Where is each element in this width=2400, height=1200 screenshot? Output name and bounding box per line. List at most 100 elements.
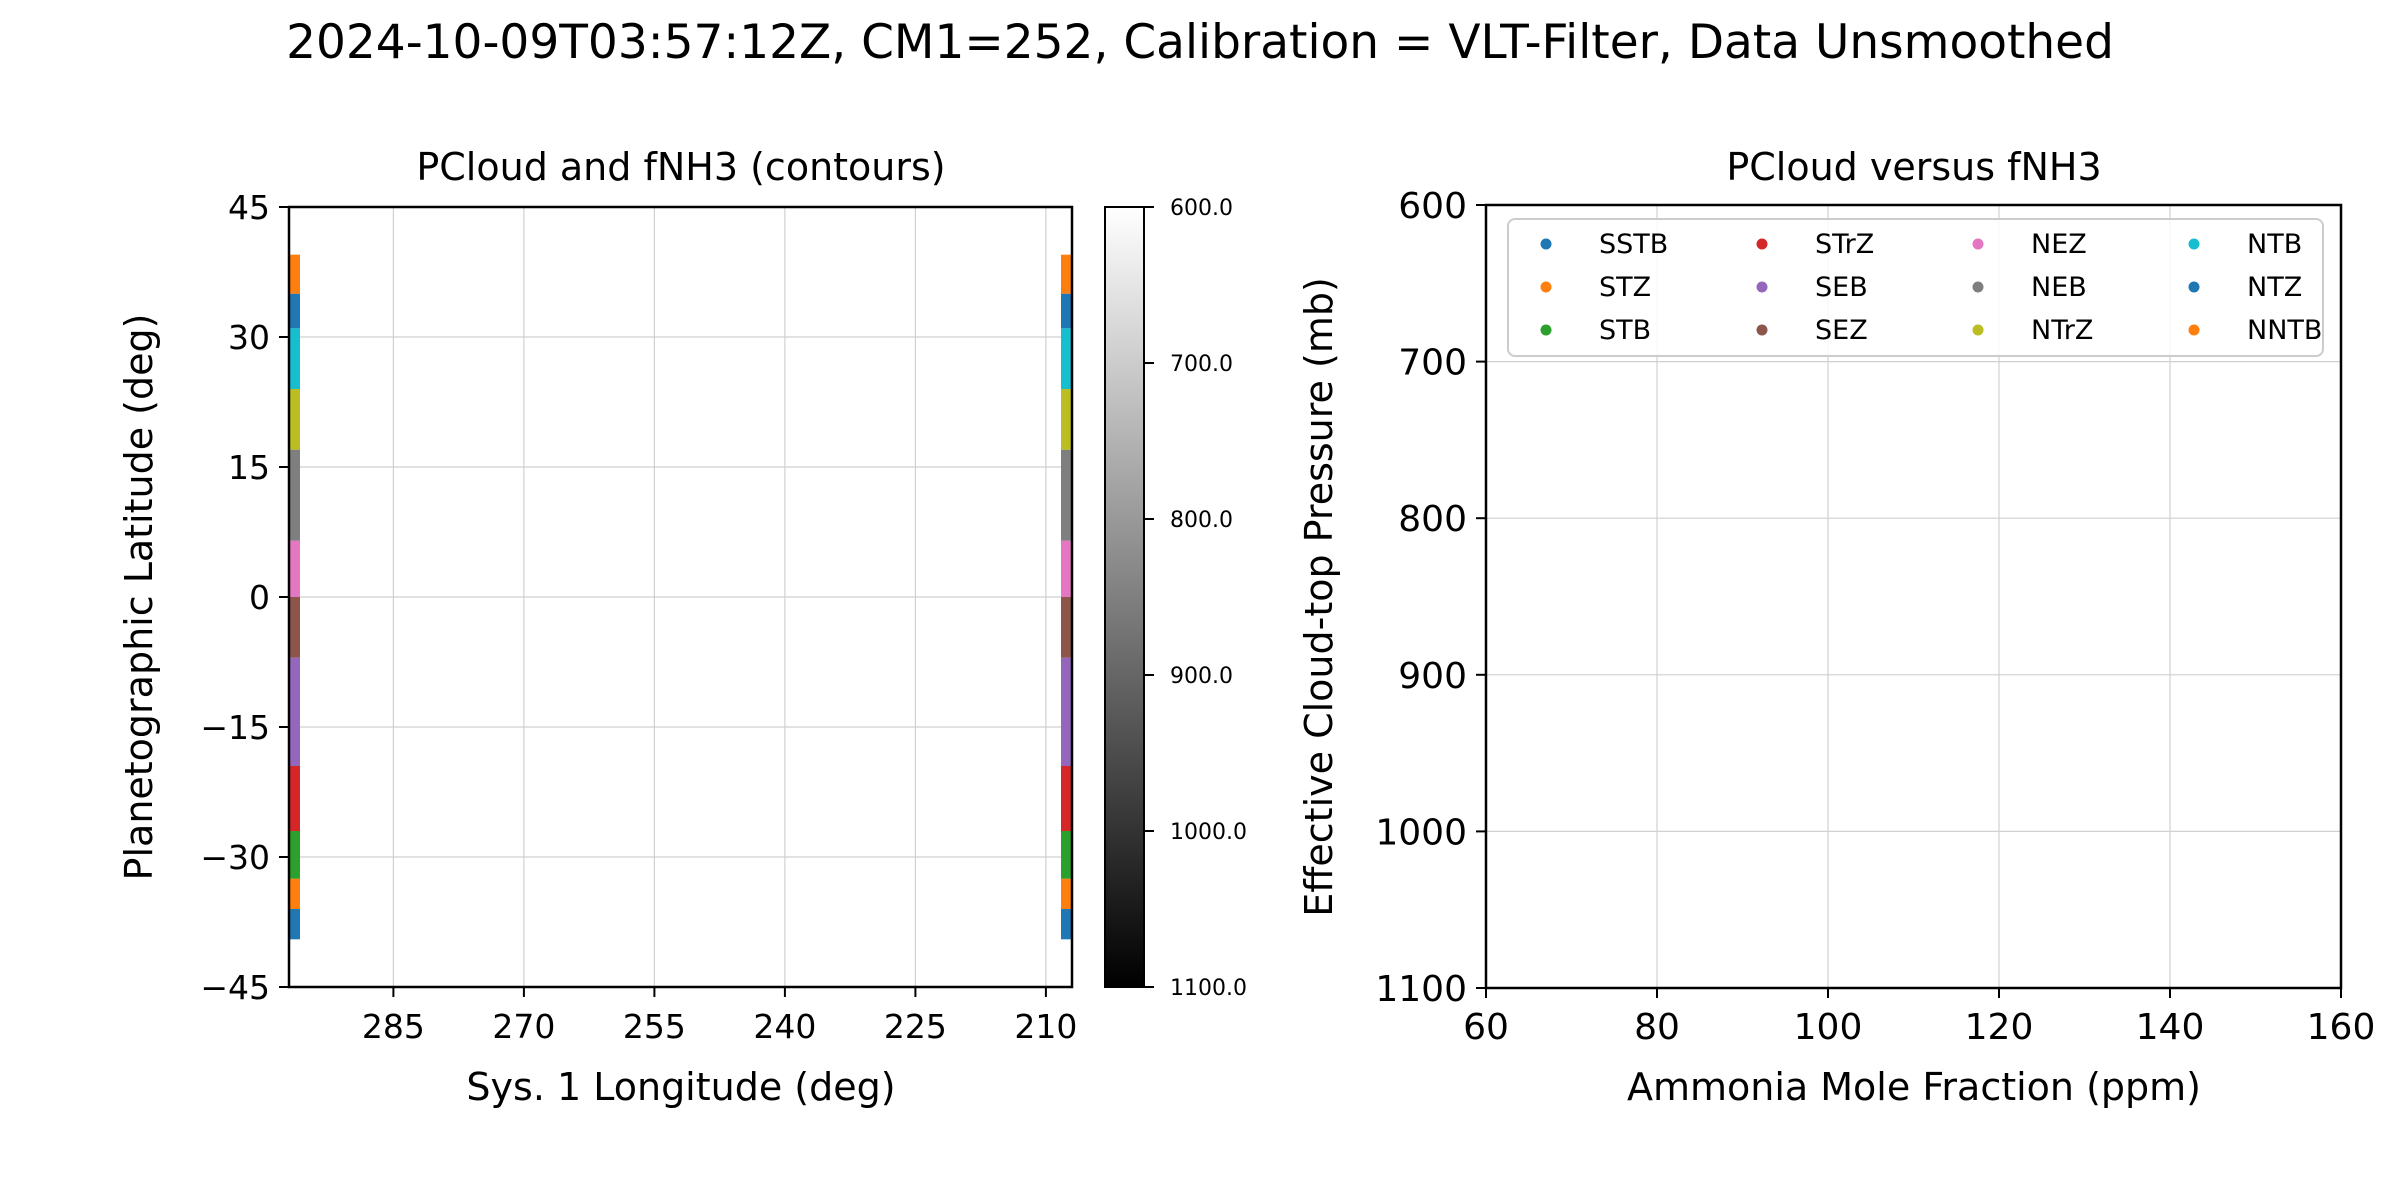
left-x-ticks: 285 270 255 240 225 210	[362, 987, 1077, 1046]
legend-marker-ntz	[2188, 281, 2200, 293]
right-y-tick-label: 1000	[1375, 812, 1467, 853]
colorbar-ticks: 600.0 700.0 800.0 900.0 1000.0 1100.0	[1144, 196, 1247, 1001]
legend-label-stz: STZ	[1599, 272, 1651, 303]
legend-marker-stb	[1540, 324, 1552, 336]
belt-band-right-seb	[1061, 657, 1072, 766]
left-panel-title: PCloud and fNH3 (contours)	[416, 145, 945, 189]
belt-band-right-ntz	[1061, 293, 1072, 329]
right-plot-frame	[1484, 203, 2343, 990]
belt-band-left-nez	[289, 540, 300, 597]
belt-band-left-stb	[289, 831, 300, 879]
left-y-tick-label: −30	[200, 838, 270, 877]
legend-frame	[1507, 218, 2324, 357]
legend-items: SSTB STZ STB STrZ SEB SEZ NEZ NEB NTrZ NTB NTZ NNTB	[1540, 229, 2322, 346]
legend: SSTB STZ STB STrZ SEB SEZ NEZ NEB NTrZ NTB NTZ NNTB	[1507, 218, 2324, 357]
belt-band-right-nntb	[1061, 254, 1072, 294]
legend-marker-stz	[1540, 281, 1552, 293]
colorbar-gradient	[1104, 206, 1145, 988]
left-x-tick-label: 270	[492, 1007, 555, 1046]
colorbar-tick-label: 600.0	[1170, 196, 1233, 221]
right-y-tick-label: 600	[1398, 186, 1467, 227]
belt-band-left-strz	[289, 766, 300, 831]
legend-label-ntb: NTB	[2247, 229, 2302, 260]
left-y-tick-label: 45	[228, 188, 270, 227]
legend-marker-neb	[1972, 281, 1984, 293]
left-y-ticks: 45 30 15 0 −15 −30 −45	[200, 188, 289, 1007]
left-belt-bands	[289, 254, 1072, 940]
legend-label-sez: SEZ	[1815, 315, 1868, 346]
right-panel-title: PCloud versus fNH3	[1726, 145, 2101, 189]
belt-band-left-sez	[289, 597, 300, 658]
belt-band-right-sstb	[1061, 909, 1072, 940]
belt-band-right-neb	[1061, 449, 1072, 541]
left-x-tick-label: 225	[884, 1007, 947, 1046]
left-x-tick-label: 240	[753, 1007, 816, 1046]
colorbar-tick-label: 900.0	[1170, 664, 1233, 689]
left-x-tick-label: 285	[362, 1007, 425, 1046]
left-x-axis-label: Sys. 1 Longitude (deg)	[466, 1065, 895, 1109]
legend-marker-nntb	[2188, 324, 2200, 336]
right-x-axis-label: Ammonia Mole Fraction (ppm)	[1627, 1065, 2201, 1109]
legend-marker-seb	[1756, 281, 1768, 293]
belt-band-right-ntb	[1061, 328, 1072, 389]
legend-label-strz: STrZ	[1815, 229, 1874, 260]
belt-band-right-stb	[1061, 831, 1072, 879]
legend-label-sstb: SSTB	[1599, 229, 1668, 260]
belt-band-right-sez	[1061, 597, 1072, 658]
belt-band-left-ntb	[289, 328, 300, 389]
legend-marker-sstb	[1540, 238, 1552, 250]
belt-band-right-nez	[1061, 540, 1072, 597]
belt-band-left-neb	[289, 449, 300, 541]
legend-label-stb: STB	[1599, 315, 1651, 346]
left-y-axis-label: Planetographic Latitude (deg)	[117, 314, 161, 881]
legend-label-nez: NEZ	[2031, 229, 2087, 260]
belt-band-left-ntrz	[289, 389, 300, 450]
colorbar-tick-label: 1000.0	[1170, 820, 1247, 845]
right-panel: PCloud versus fNH3 60 80 100 120 140 160 600 7…	[1297, 145, 2375, 1109]
left-y-tick-label: 30	[228, 318, 270, 357]
legend-marker-sez	[1756, 324, 1768, 336]
right-y-ticks: 600 700 800 900 1000 1100	[1375, 186, 1486, 1010]
left-panel: PCloud and fNH3 (contours) 285 270 255 240 2…	[117, 145, 1077, 1109]
belt-band-left-nntb	[289, 254, 300, 294]
right-x-tick-label: 120	[1965, 1007, 2034, 1048]
right-x-tick-label: 60	[1463, 1007, 1509, 1048]
legend-marker-ntrz	[1972, 324, 1984, 336]
belt-band-right-strz	[1061, 766, 1072, 831]
belt-band-left-ntz	[289, 293, 300, 329]
left-y-tick-label: −15	[200, 708, 270, 747]
right-y-tick-label: 900	[1398, 656, 1467, 697]
belt-band-left-stz	[289, 878, 300, 909]
belt-band-right-ntrz	[1061, 389, 1072, 450]
left-x-tick-label: 255	[623, 1007, 686, 1046]
right-x-tick-label: 80	[1634, 1007, 1680, 1048]
left-y-tick-label: 0	[249, 578, 270, 617]
right-y-tick-label: 800	[1398, 499, 1467, 540]
belt-band-left-seb	[289, 657, 300, 766]
belt-band-left-sstb	[289, 909, 300, 940]
right-y-axis-label: Effective Cloud-top Pressure (mb)	[1297, 277, 1341, 917]
legend-label-neb: NEB	[2031, 272, 2087, 303]
left-y-tick-label: 15	[228, 448, 270, 487]
legend-label-seb: SEB	[1815, 272, 1868, 303]
right-x-tick-label: 160	[2307, 1007, 2376, 1048]
right-x-tick-label: 100	[1794, 1007, 1863, 1048]
legend-label-ntrz: NTrZ	[2031, 315, 2093, 346]
legend-marker-nez	[1972, 238, 1984, 250]
legend-marker-ntb	[2188, 238, 2200, 250]
right-x-ticks: 60 80 100 120 140 160	[1463, 988, 2375, 1048]
right-x-tick-label: 140	[2136, 1007, 2205, 1048]
legend-marker-strz	[1756, 238, 1768, 250]
colorbar-tick-label: 800.0	[1170, 508, 1233, 533]
right-y-tick-label: 700	[1398, 343, 1467, 384]
figure-suptitle: 2024-10-09T03:57:12Z, CM1=252, Calibrati…	[286, 15, 2114, 70]
left-y-tick-label: −45	[200, 968, 270, 1007]
colorbar: 600.0 700.0 800.0 900.0 1000.0 1100.0	[1104, 196, 1247, 1001]
legend-label-ntz: NTZ	[2247, 272, 2302, 303]
colorbar-tick-label: 1100.0	[1170, 976, 1247, 1001]
belt-band-right-stz	[1061, 878, 1072, 909]
right-y-tick-label: 1100	[1375, 969, 1467, 1010]
left-x-tick-label: 210	[1014, 1007, 1077, 1046]
